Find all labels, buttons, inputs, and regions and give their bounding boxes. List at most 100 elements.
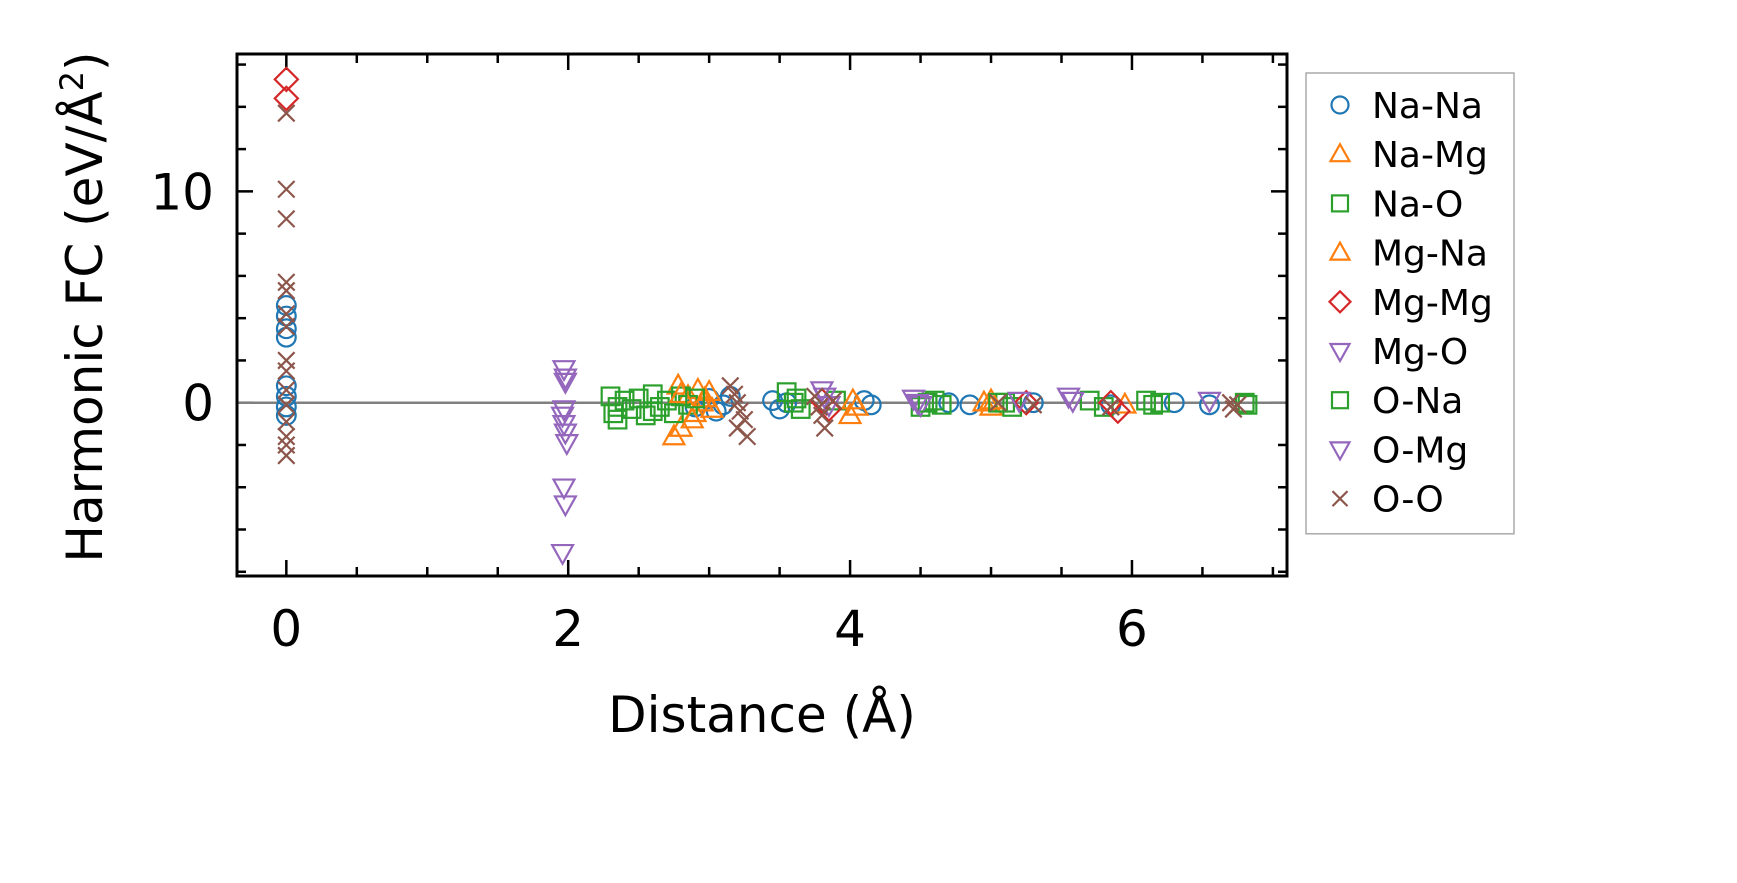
point-na-o [1143,394,1164,415]
point-o-o [277,180,296,199]
point-o-na [786,388,807,409]
legend-label-na-mg: Na-Mg [1372,135,1488,176]
legend-item-o-mg: O-Mg [1328,430,1468,471]
point-o-o [277,209,296,228]
point-na-o [621,399,642,419]
point-mg-o [554,434,580,457]
axis-ticks [237,54,1287,576]
point-o-o [277,273,296,292]
point-na-o [603,403,624,424]
legend-item-o-na: O-Na [1330,381,1463,422]
legend-item-na-na: Na-Na [1330,86,1483,127]
legend-marker-mg-o [1328,342,1352,364]
point-o-o [277,317,296,336]
x-tick-label: 0 [270,600,302,658]
point-na-mg [699,395,725,418]
point-o-o [824,391,843,410]
point-o-o [728,419,747,438]
x-tick-label: 6 [1116,600,1148,658]
point-mg-mg [273,85,300,112]
point-mg-o [553,372,578,395]
legend: Na-Na Na-Mg Na-O Mg-Na Mg-Mg Mg-O O-Na O-Mg O-O [1305,72,1515,535]
legend-marker-o-mg [1328,441,1352,462]
point-mg-o [553,423,578,446]
point-o-na [685,388,705,409]
legend-item-mg-o: Mg-O [1328,332,1468,373]
y-axis-label-main: Harmonic FC (eV/Å [56,91,114,562]
point-o-o [1024,395,1043,414]
point-na-na [938,392,960,414]
point-o-o [805,387,824,406]
legend-label-mg-mg: Mg-Mg [1372,283,1493,324]
point-na-na [1163,392,1185,414]
point-na-mg [1112,391,1138,414]
point-o-na [642,401,663,422]
point-o-o [1101,397,1120,416]
point-o-o [277,361,296,381]
point-o-o [731,402,750,421]
legend-marker-na-mg [1328,141,1352,163]
legend-item-mg-na: Mg-Na [1328,234,1488,275]
y-axis-label: Harmonic FC (eV/Å2) [53,51,114,562]
point-mg-o [908,396,933,419]
legend-label-o-na: O-Na [1372,381,1463,422]
point-o-o [277,412,296,431]
x-axis-label: Distance (Å) [608,686,916,744]
legend-label-mg-na: Mg-Na [1372,234,1488,275]
point-mg-o [1006,391,1032,414]
legend-marker-mg-mg [1327,289,1353,314]
point-o-o [1221,393,1240,412]
point-na-o [1079,390,1100,411]
y-tick-label: 0 [182,375,214,433]
legend-label-na-na: Na-Na [1372,86,1483,127]
point-mg-mg [273,66,300,93]
legend-marker-na-o [1330,194,1350,213]
point-mg-na [840,387,866,410]
legend-item-mg-mg: Mg-Mg [1327,283,1493,324]
legend-marker-mg-na [1328,240,1352,261]
legend-item-o-o: O-O [1331,480,1444,521]
point-o-na [1150,392,1171,413]
legend-marker-na-na [1330,95,1350,115]
point-na-na [275,396,297,418]
y-axis-label-close: ) [56,51,114,71]
point-o-mg [553,368,578,391]
legend-label-mg-o: Mg-O [1372,332,1468,373]
point-o-o [721,376,740,395]
point-na-o [607,409,628,430]
point-na-o [783,392,804,413]
point-na-o [790,399,811,419]
point-na-na [275,375,297,397]
point-o-o [277,304,296,323]
point-o-mg [1060,391,1086,414]
y-axis-label-superscript: 2 [53,71,91,91]
legend-items: Na-Na Na-Mg Na-O Mg-Na Mg-Mg Mg-O O-Na O-Mg O-O [1327,86,1493,521]
y-tick-label: 10 [150,163,214,221]
plot-area-frame [235,52,1289,578]
point-o-mg [905,393,931,416]
legend-item-na-mg: Na-Mg [1328,135,1488,176]
legend-item-na-o: Na-O [1330,184,1463,225]
point-o-o [277,446,296,465]
point-o-o [815,419,834,438]
point-na-mg [665,372,691,395]
point-na-o [656,390,677,411]
legend-marker-o-na [1330,391,1350,410]
legend-box [1305,72,1515,535]
point-o-na [988,392,1008,413]
point-o-o [277,380,296,400]
tick-labels: 0 2 4 6 0 10 [150,163,1147,658]
data-points [273,66,1258,567]
point-na-o [649,397,670,417]
point-o-o [989,393,1008,412]
point-o-mg [551,400,577,423]
point-na-o [931,394,952,415]
point-mg-o [553,495,578,518]
point-o-o [277,395,296,414]
point-o-o [277,281,296,300]
point-na-na [1199,394,1220,416]
point-o-na [607,397,628,417]
point-na-na [275,295,297,316]
legend-label-o-o: O-O [1372,480,1444,521]
